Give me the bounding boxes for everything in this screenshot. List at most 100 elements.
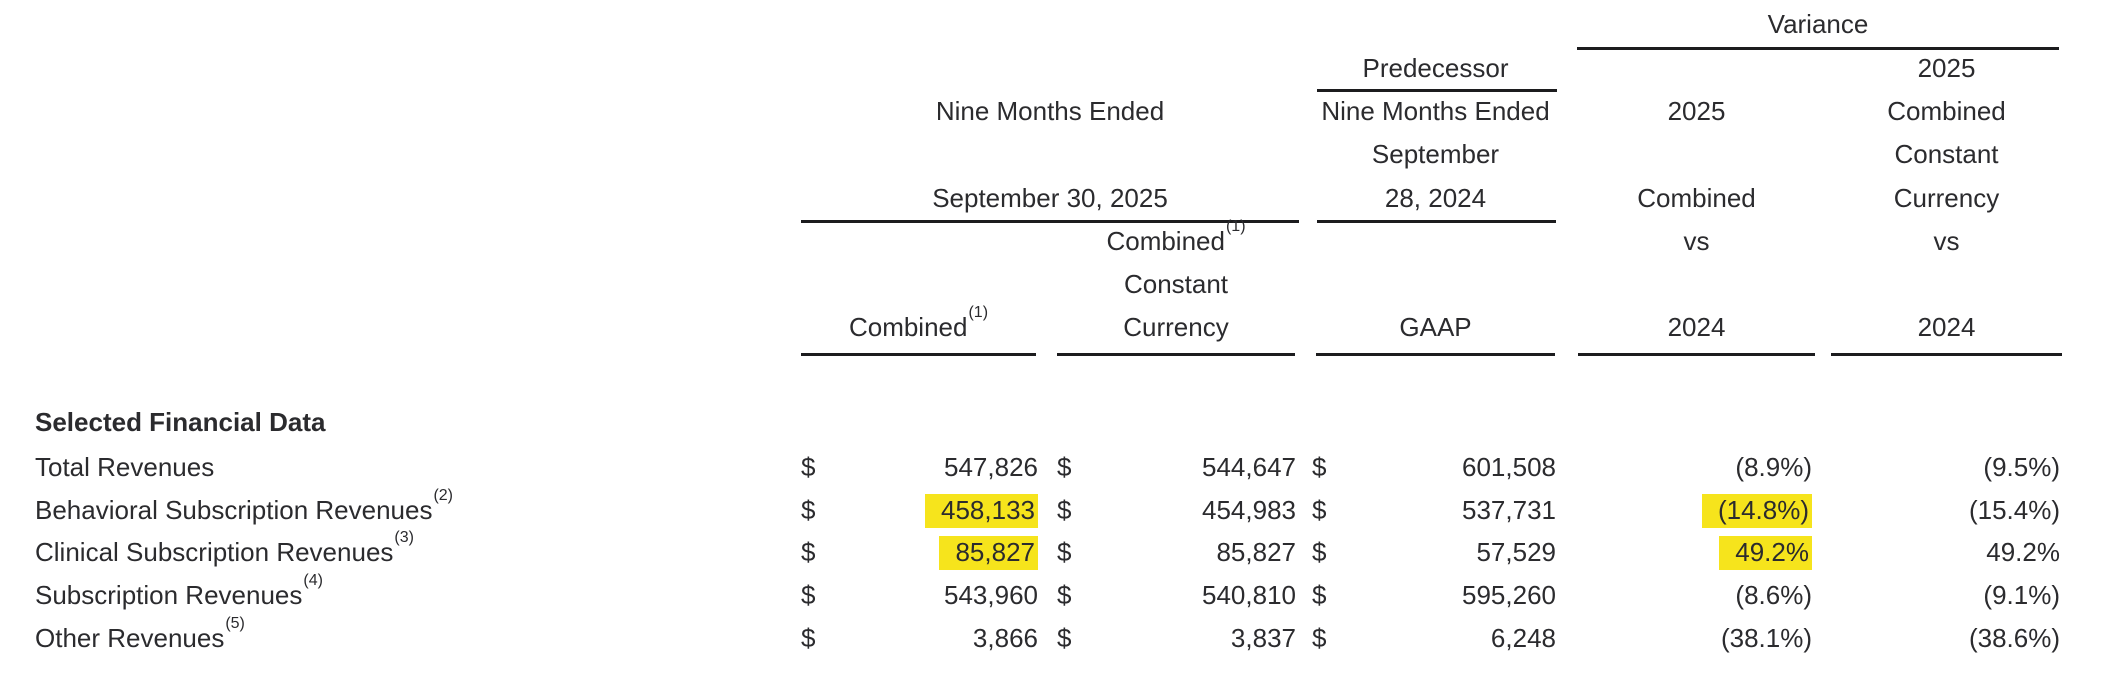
dollar-sign: $ <box>1057 452 1072 482</box>
dollar-sign: $ <box>1312 537 1327 567</box>
header-var-cc-2024: 2024 <box>1917 312 1976 342</box>
cell-value: 6,248 <box>1490 623 1556 653</box>
header-combined: Combined(1) <box>801 305 1036 342</box>
dollar-sign: $ <box>1312 623 1327 653</box>
nine-months-2025-underline <box>801 220 1299 223</box>
header-variance-group: Variance <box>1767 9 1869 39</box>
cell-var-combined: (8.9%) <box>1632 453 1812 481</box>
cell-combined: 458,133 <box>838 494 1038 528</box>
cell-combined-cc: 544,647 <box>1096 453 1296 481</box>
header-combined-cc-label: Combined <box>1106 226 1225 256</box>
cell-gaap: 595,260 <box>1356 581 1556 609</box>
header-var-cc-constant: Constant <box>1894 139 1999 169</box>
cell-gaap: 601,508 <box>1356 453 1556 481</box>
dollar-sign: $ <box>801 495 816 525</box>
cell-var-combined: (8.6%) <box>1632 581 1812 609</box>
variance-underline <box>1577 47 2059 50</box>
row-label: Behavioral Subscription Revenues(2) <box>35 488 453 525</box>
dollar-sign: $ <box>1057 495 1072 525</box>
cell-gaap: 537,731 <box>1356 496 1556 524</box>
cell-value: 544,647 <box>1202 452 1296 482</box>
dollar-sign: $ <box>1312 452 1327 482</box>
highlighted-value: (14.8%) <box>1701 494 1812 528</box>
row-label-text: Other Revenues <box>35 623 225 653</box>
row-label: Subscription Revenues(4) <box>35 573 323 610</box>
cell-value: 85,827 <box>1216 537 1296 567</box>
cell-value: 547,826 <box>944 452 1038 482</box>
cell-value: 537,731 <box>1462 495 1556 525</box>
cell-combined-cc: 85,827 <box>1096 538 1296 566</box>
gaap-underline <box>1316 353 1555 356</box>
september-28-2024-underline <box>1317 220 1556 223</box>
cell-value: 601,508 <box>1462 452 1556 482</box>
header-predecessor-september: September <box>1371 139 1500 169</box>
section-title: Selected Financial Data <box>35 407 326 437</box>
cell-value: 3,837 <box>1230 623 1296 653</box>
row-label: Total Revenues <box>35 453 215 481</box>
row-label-text: Subscription Revenues <box>35 580 303 610</box>
cell-combined: 547,826 <box>838 453 1038 481</box>
row-label-text: Behavioral Subscription Revenues <box>35 495 433 525</box>
cell-value: (8.6%) <box>1735 580 1812 610</box>
dollar-sign: $ <box>1057 537 1072 567</box>
cell-value: (9.5%) <box>1983 452 2060 482</box>
cell-var-combined: (38.1%) <box>1632 624 1812 652</box>
row-footnote: (5) <box>225 615 245 633</box>
row-footnote: (3) <box>394 529 414 547</box>
cell-combined: 85,827 <box>838 536 1038 570</box>
cell-value: 595,260 <box>1462 580 1556 610</box>
cell-var-combined: (14.8%) <box>1632 494 1812 528</box>
highlighted-value: 458,133 <box>925 494 1038 528</box>
cell-gaap: 6,248 <box>1356 624 1556 652</box>
header-var-cc-vs: vs <box>1933 226 1960 256</box>
header-predecessor-nine-months: Nine Months Ended <box>1321 96 1550 126</box>
cell-var-cc: (9.1%) <box>1880 581 2060 609</box>
cell-combined: 543,960 <box>838 581 1038 609</box>
header-var-combined-vs: vs <box>1683 226 1710 256</box>
header-predecessor-28-2024: 28, 2024 <box>1384 183 1487 213</box>
header-gaap: GAAP <box>1399 312 1472 342</box>
header-combined-cc-line2: Constant <box>1123 269 1229 299</box>
cell-value: 454,983 <box>1202 495 1296 525</box>
dollar-sign: $ <box>1057 623 1072 653</box>
cell-var-cc: 49.2% <box>1880 538 2060 566</box>
highlighted-value: 49.2% <box>1719 536 1812 570</box>
dollar-sign: $ <box>801 452 816 482</box>
cell-value: (8.9%) <box>1735 452 1812 482</box>
var-cc-underline <box>1831 353 2062 356</box>
cell-var-cc: (9.5%) <box>1880 453 2060 481</box>
header-var-combined-2024: 2024 <box>1667 312 1726 342</box>
cell-gaap: 57,529 <box>1356 538 1556 566</box>
dollar-sign: $ <box>801 623 816 653</box>
row-label-text: Clinical Subscription Revenues <box>35 537 394 567</box>
header-combined-cc-line1: Combined(1) <box>1057 219 1295 256</box>
header-combined-cc-line3: Currency <box>1123 312 1229 342</box>
cell-combined-cc: 3,837 <box>1096 624 1296 652</box>
cell-value: (9.1%) <box>1983 580 2060 610</box>
header-var-combined-combined: Combined <box>1637 183 1756 213</box>
dollar-sign: $ <box>1312 495 1327 525</box>
cell-var-cc: (38.6%) <box>1880 624 2060 652</box>
header-combined-cc-footnote: (1) <box>1225 218 1246 236</box>
header-predecessor: Predecessor <box>1362 53 1509 83</box>
cell-combined: 3,866 <box>838 624 1038 652</box>
cell-var-cc: (15.4%) <box>1880 496 2060 524</box>
header-var-combined-2025: 2025 <box>1667 96 1726 126</box>
row-label-text: Total Revenues <box>35 452 215 482</box>
cell-value: 57,529 <box>1476 537 1556 567</box>
cell-value: (15.4%) <box>1968 495 2060 525</box>
header-nine-months-ended-2025: Nine Months Ended <box>935 96 1165 126</box>
cell-value: 543,960 <box>944 580 1038 610</box>
combined-cc-underline <box>1057 353 1295 356</box>
highlighted-value: 85,827 <box>939 536 1038 570</box>
header-combined-footnote: (1) <box>968 304 989 322</box>
row-label: Clinical Subscription Revenues(3) <box>35 530 414 567</box>
row-footnote: (4) <box>303 572 323 590</box>
header-combined-label: Combined <box>848 312 968 342</box>
predecessor-underline <box>1317 89 1557 92</box>
cell-combined-cc: 454,983 <box>1096 496 1296 524</box>
combined-underline <box>801 353 1036 356</box>
header-var-cc-currency: Currency <box>1893 183 2000 213</box>
cell-var-combined: 49.2% <box>1632 536 1812 570</box>
